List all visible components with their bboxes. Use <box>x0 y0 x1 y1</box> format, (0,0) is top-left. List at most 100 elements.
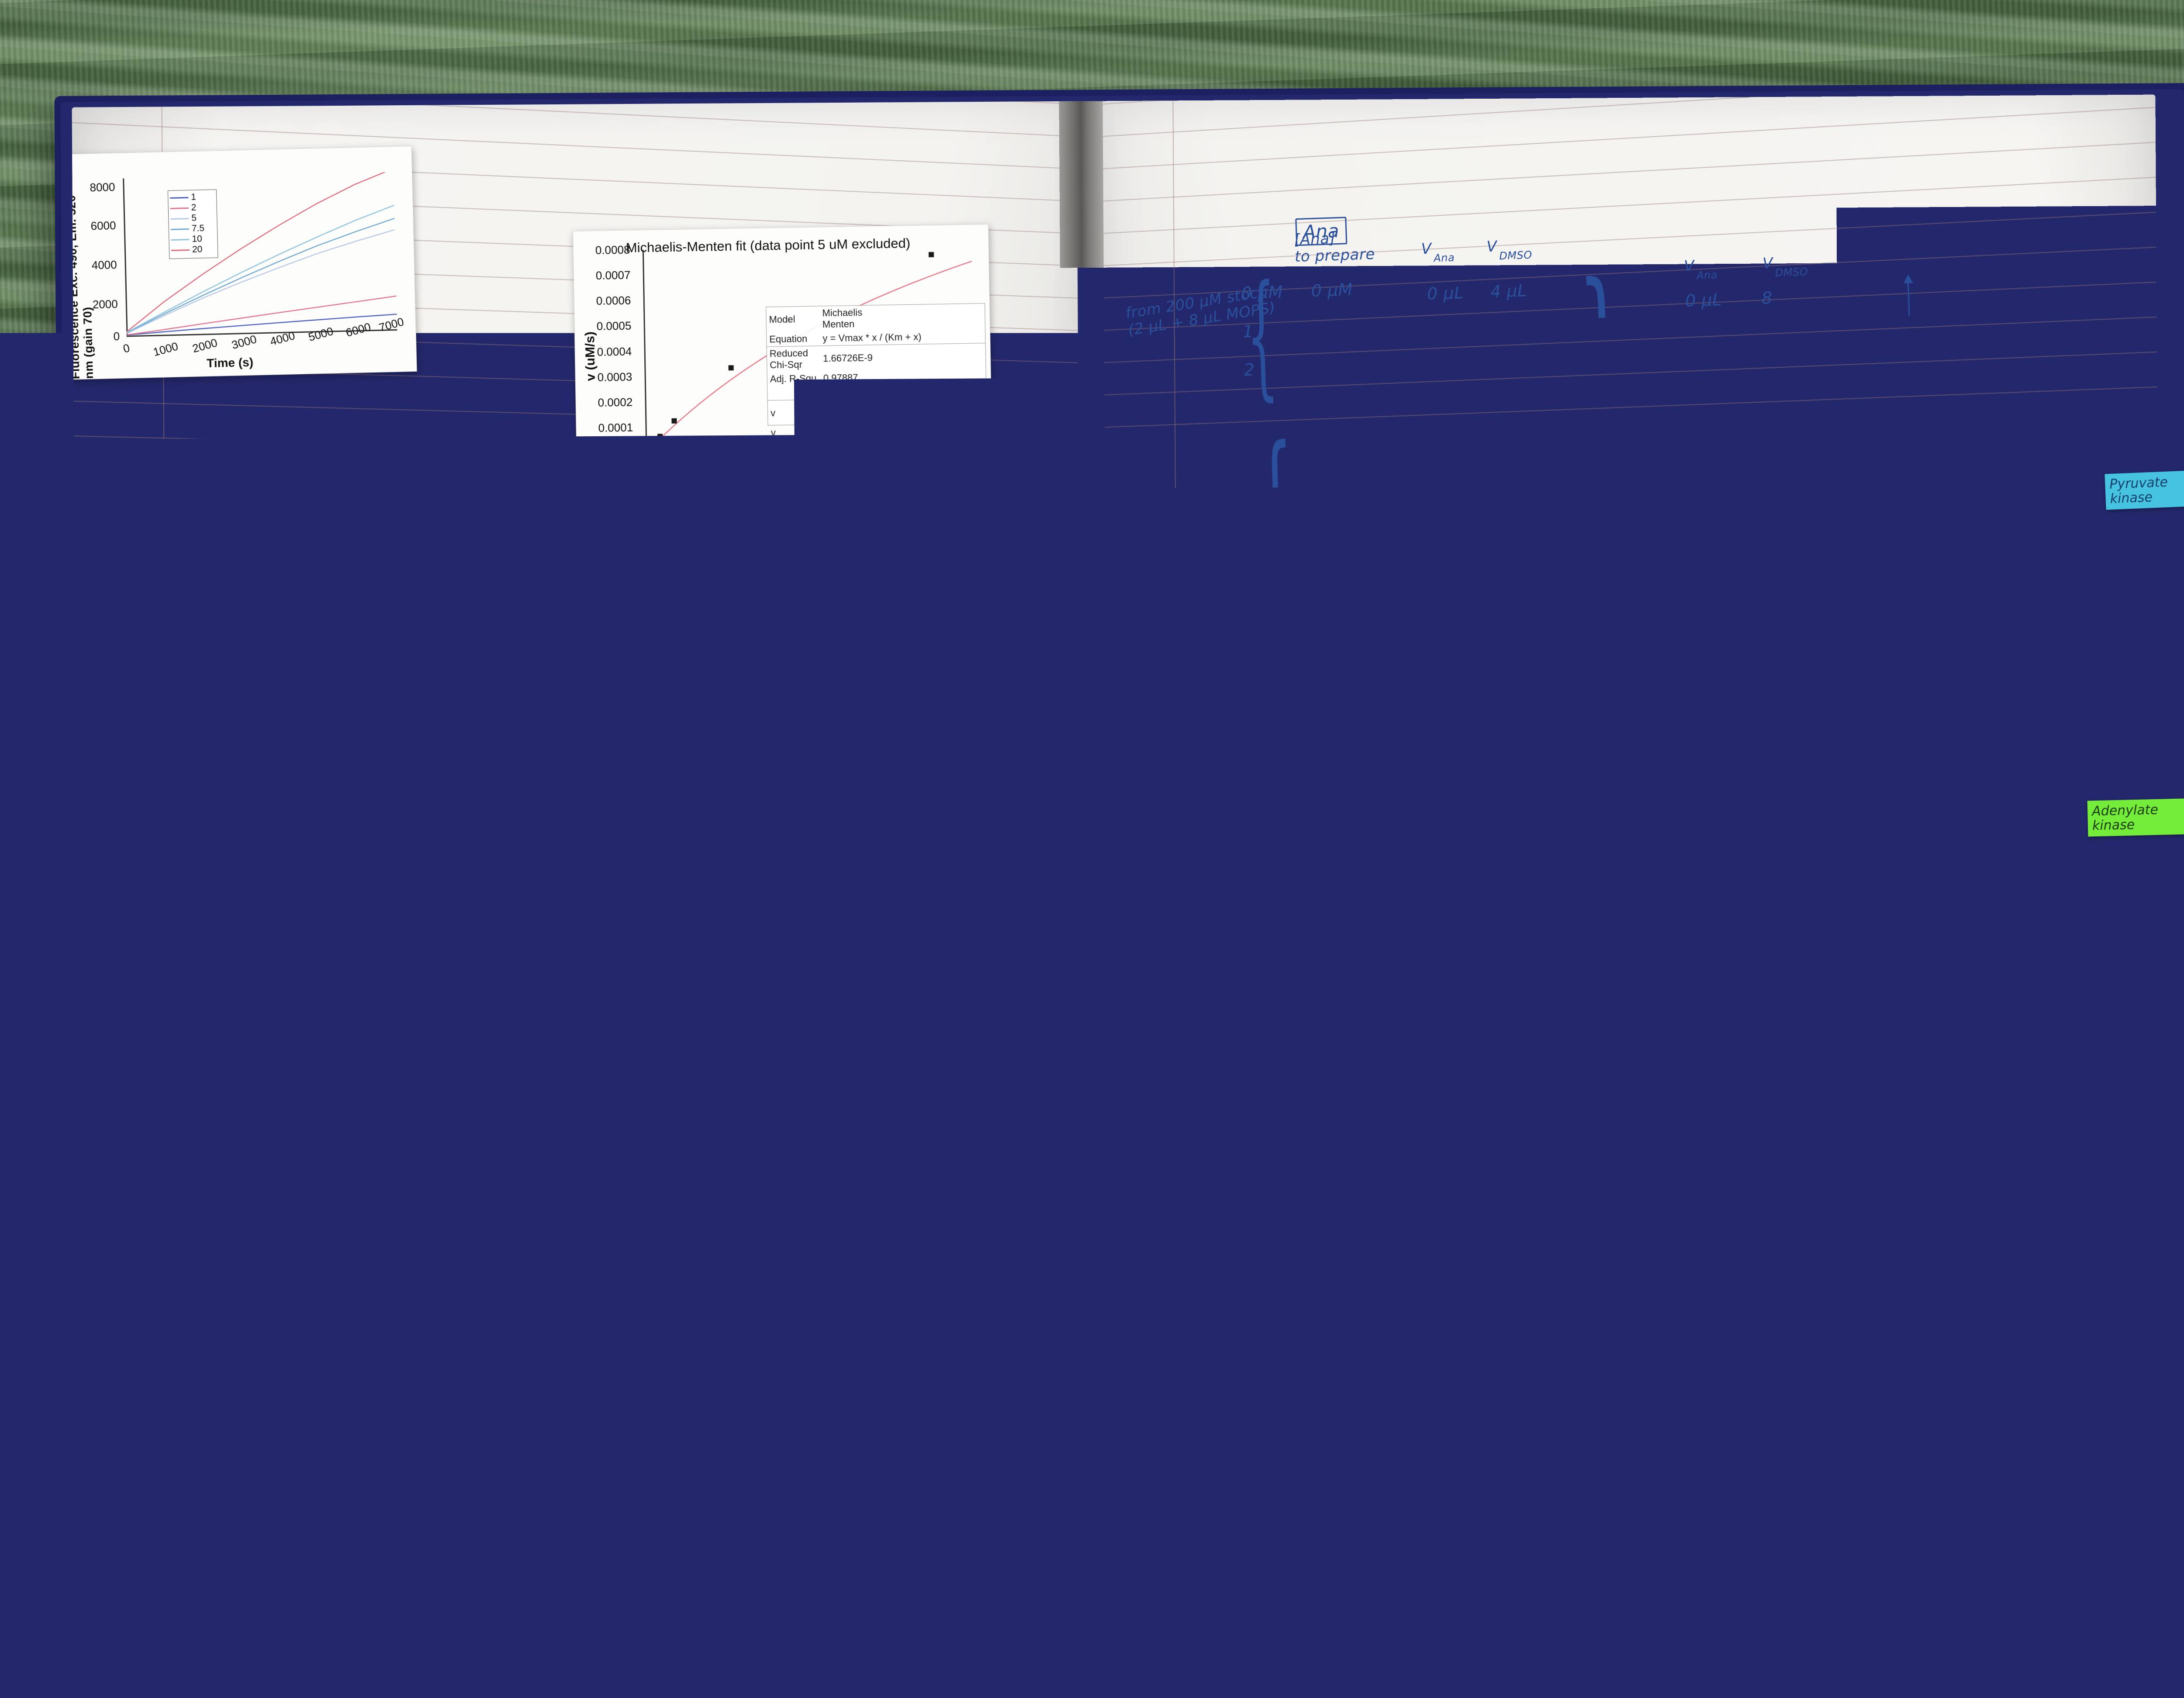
ana-v-dmso: 4 µL <box>1490 281 1527 301</box>
chart-progress-ylabel: Fluorescence Exc. 490, Em. 520 nm (gain … <box>72 178 96 379</box>
chart-mm-ylabel: v (uM/s) <box>583 331 598 381</box>
fit-col-value: Value <box>896 383 937 398</box>
xtick: 0 <box>121 341 131 356</box>
plate-col-header: 6 <box>727 1038 740 1060</box>
ana-v-dmso2: 2 <box>1770 557 1782 577</box>
plate-row-note: + 10 µM 5-FAM <box>545 1203 686 1227</box>
kcat-result-box: kcat = 0.44 s-1 <box>750 751 904 788</box>
plate-cell: 10 µM <box>659 1089 712 1110</box>
fit-row-std: 6.81493E-4 <box>936 397 986 423</box>
plate-cell: 6 µM <box>592 1179 635 1200</box>
sticky-note-adenylate-kinase[interactable]: Adenylate kinase <box>2087 798 2184 837</box>
ytick: 4000 <box>91 258 117 272</box>
xtick: 0 <box>1717 1546 1724 1559</box>
fam-v-dmso2: 9 <box>1754 1006 1765 1026</box>
ana-header-vana2: V <box>1684 257 1695 275</box>
fam-v-fam: 2 <box>1468 1085 1479 1104</box>
fam-v-dmso: 5 µL <box>1524 953 1562 974</box>
ytick: 0.0003 <box>597 370 632 384</box>
plate-row-label: D <box>366 1343 382 1365</box>
legend-swatch <box>170 197 188 199</box>
ytick: 250 <box>1224 1201 1225 1215</box>
plate-cell: 15 µM <box>729 1087 782 1108</box>
data-point <box>729 365 734 370</box>
ytick: 50000 <box>1271 1420 1272 1433</box>
ytick: 0 <box>1230 1376 1231 1390</box>
plate-col-header: 5 <box>657 1040 670 1063</box>
data-point <box>929 252 934 257</box>
data-point <box>1709 1361 1721 1373</box>
fit-r2-value: 0.97887 <box>821 370 896 386</box>
ana-header-vdmso-sub: DMSO <box>1499 249 1532 262</box>
xtick: 2000 <box>191 336 219 355</box>
fit-row-value: 0.0018 <box>896 397 937 424</box>
entry-date: Wednesday, August 21st 2013 <box>269 932 596 970</box>
fam-cprep: 20 <box>1358 995 1380 1015</box>
fam-arrow-down <box>1913 1120 1919 1247</box>
printed-fragment-numerator: 1981.5 <box>1994 884 2037 904</box>
ytick: 25000 <box>1704 1410 1705 1424</box>
fam-v-fam: 3 <box>1470 1128 1481 1147</box>
ana-v-ana2: 2 <box>1690 445 1701 464</box>
ana-v-ana: 1 <box>1432 438 1443 457</box>
fit-row-series: v <box>768 400 822 426</box>
sticky-note-pyruvate-kinase[interactable]: Pyruvate kinase <box>2105 470 2184 510</box>
ana-v-dmso2: 6 <box>1764 365 1775 385</box>
xtick: 40 <box>2019 1538 2032 1552</box>
ana-v-ana2: 4 <box>1693 521 1704 541</box>
fit-chisq-label: Reduced Chi-Sqr <box>767 346 821 373</box>
plate-col-header: 9 <box>923 1031 936 1054</box>
fam-cf: 1 <box>1282 998 1293 1018</box>
chart-michaelis-menten: Michaelis-Menten fit (data point 5 uM ex… <box>573 224 993 494</box>
chart-fam-calibration: Fluorescence intensity gain 60 (Exc 490,… <box>1158 1398 1560 1590</box>
fam-v-fam2: 10 <box>1692 1222 1714 1242</box>
xtick: 20 <box>912 447 925 461</box>
ana-v-dmso: 3.5 <box>1491 320 1519 340</box>
fam-v-dmso: 2 <box>1531 1125 1542 1145</box>
ana-v-ana: 1.5 <box>1433 476 1461 496</box>
plate-cell: 6 µM <box>589 1092 632 1112</box>
ytick: 0 <box>1707 1529 1708 1543</box>
fit-row-value: 29.851 <box>897 423 937 438</box>
legend-swatch <box>171 228 189 230</box>
data-point <box>1717 1370 1729 1383</box>
ana-v-dmso: 1 <box>1494 397 1505 417</box>
legend-label: 7.5 <box>192 223 205 234</box>
plate-cell: 2 µM <box>527 1258 570 1278</box>
legend-label: 10 <box>192 234 202 245</box>
xtick: 3000 <box>230 332 258 352</box>
chart-fam-plot <box>1275 1419 1544 1590</box>
ana-header-vdmso: V <box>1486 238 1497 255</box>
ana-v-ana: 4 <box>1437 591 1448 611</box>
ana-v-dmso2: 7 <box>1762 327 1774 346</box>
ana-footer-note: Then put 98 µL in corresponding well (ra… <box>1307 697 1753 734</box>
legend-item: 1 <box>170 192 217 203</box>
plate-cell: 4 µM <box>595 1255 637 1276</box>
fit-row-series: v <box>768 425 822 440</box>
warning-note: On 11.06.13 (p.49), kcat ≃ 5 s-1 . Why? … <box>266 828 907 881</box>
chart-progress-xlabel: Time (s) <box>207 355 254 371</box>
ytick: 0 <box>113 330 120 343</box>
for-2um-line: For 2 µM, v = 1.32 x 10-4 µM/s <box>313 674 611 711</box>
data-point <box>1369 1563 1381 1575</box>
printer-mark: 7'.lcd <box>2077 1479 2108 1494</box>
plate-row-note: + 1 nM TLP-ste N181C <box>542 1113 743 1139</box>
fam-v-dmso2: 8 <box>1755 1049 1767 1069</box>
fam-v-dmso: 3 <box>1529 1083 1541 1102</box>
fam-header-cprep: C to prepare <box>1350 906 1447 927</box>
plate-cell: 20 µM <box>799 1172 852 1193</box>
fam-v-fam2: 2 <box>1686 1052 1697 1071</box>
data-point <box>1510 1486 1522 1498</box>
legend-item: 20 <box>171 244 218 255</box>
fam-cprep: 80 <box>1361 1081 1383 1101</box>
plate-cell: 20 µM <box>797 1084 850 1105</box>
fam-header-vdmso: V DMSO <box>1521 910 1583 929</box>
preparation-line-1: sample with Mts488 BCN fraction 7 sample… <box>552 1440 1026 1479</box>
xtick: 1000 <box>152 339 180 359</box>
fam-v-fam2: 4 <box>1687 1094 1699 1114</box>
xtick: 10 <box>774 453 786 467</box>
ytick: 35000 <box>1703 1363 1704 1377</box>
plate-cell: 10 µM <box>662 1176 715 1197</box>
ytick: 50 <box>1229 1341 1230 1355</box>
data-point <box>1337 1289 1350 1301</box>
